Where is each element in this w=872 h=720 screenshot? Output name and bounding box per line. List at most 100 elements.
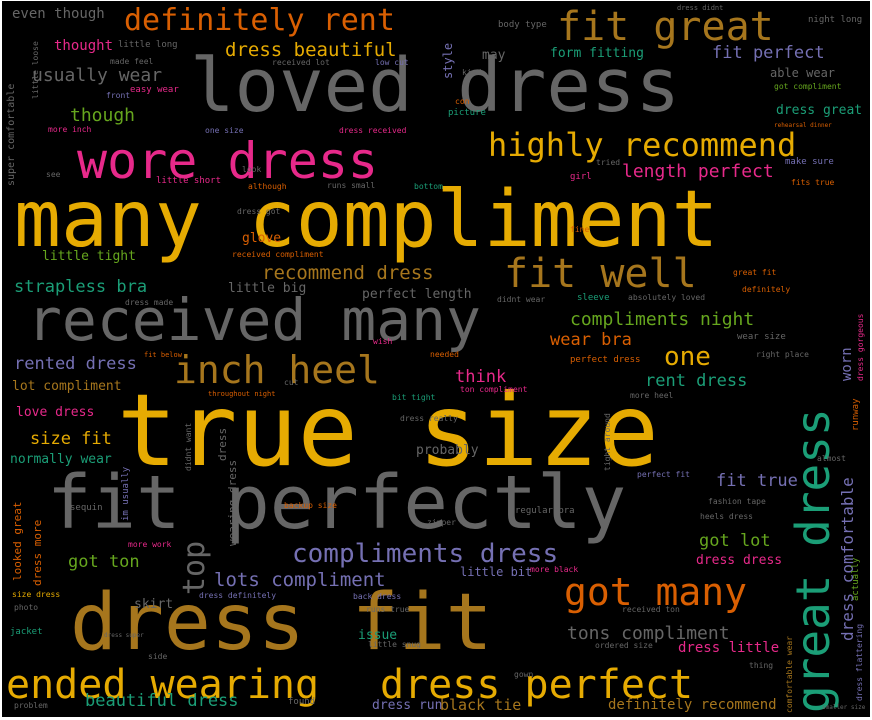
word: wear bra [550, 330, 632, 350]
word: night long [808, 15, 863, 25]
word: super comfortable [6, 83, 17, 186]
word: perfect dress [570, 355, 641, 365]
word: lots compliment [214, 569, 386, 591]
word: loved dress [190, 43, 681, 129]
word: perfect fit [637, 470, 690, 479]
word: recommend dress [262, 262, 434, 284]
word: fine [570, 225, 590, 234]
word: fits true [791, 178, 835, 187]
word: more inch [48, 125, 92, 134]
word: smaller size [822, 704, 866, 711]
word: regular bra [515, 506, 575, 516]
word: runs true [366, 605, 410, 614]
word: love dress [16, 405, 95, 420]
word: one size [205, 126, 244, 135]
word: dress made [125, 298, 174, 307]
word: needed [430, 350, 459, 359]
word: con [455, 97, 470, 106]
word: gown [514, 670, 534, 679]
word: beautiful dress [85, 691, 239, 711]
word: dress got [237, 207, 281, 216]
word: actually [851, 557, 861, 601]
word: little tight [42, 249, 136, 264]
word: easy wear [130, 85, 179, 95]
word: kind [462, 68, 482, 77]
word: didnt wear [497, 295, 546, 304]
word: dress received [339, 126, 407, 135]
word: dress more [31, 519, 44, 586]
word: sleeve [577, 293, 610, 303]
word: definitely [742, 285, 791, 294]
word: glove [242, 231, 282, 246]
word: dress really [400, 414, 458, 423]
word: fit great [557, 4, 774, 50]
word: received compliment [232, 250, 324, 259]
word: didnt want [184, 422, 193, 471]
word: front [106, 91, 131, 100]
word: fit well [504, 251, 697, 297]
word: looked great [11, 501, 24, 581]
word: sequin [70, 503, 103, 513]
word: definitely recommend [608, 697, 777, 713]
word: compliments dress [292, 539, 559, 569]
word: im usually [121, 466, 131, 521]
word: true size [117, 372, 659, 489]
word: bit tight [392, 393, 436, 402]
word: issue [358, 628, 398, 643]
word: cut [284, 378, 299, 387]
word: look [242, 165, 262, 174]
word: fit true [716, 471, 798, 491]
word: able wear [770, 66, 836, 80]
word: great fit [733, 268, 777, 277]
word: style [441, 42, 455, 79]
word: many compliment [14, 175, 719, 265]
word: dress [216, 427, 229, 461]
word: got lot [699, 531, 771, 551]
word: ended wearing [6, 662, 320, 708]
word: dress super [104, 632, 144, 639]
word: body type [498, 20, 547, 30]
word: skirt [134, 597, 174, 612]
word: highly recommend [488, 126, 797, 164]
word: lot compliment [12, 379, 122, 394]
word: ton compliment [460, 385, 528, 394]
word: dress flattering [855, 623, 864, 701]
word: tight around [603, 413, 612, 471]
word: dress dress [696, 553, 783, 568]
word: rent dress [645, 371, 748, 391]
word: rehearsal dinner [774, 122, 832, 129]
word: dress run [372, 698, 443, 713]
word: inch heel [174, 348, 380, 392]
word: dress beautiful [225, 39, 397, 61]
word: may [482, 48, 506, 63]
word: black tie [440, 696, 522, 714]
word: dress didnt [677, 4, 724, 12]
word: girl [570, 172, 592, 182]
word: usually wear [32, 65, 163, 86]
word: form fitting [550, 46, 644, 61]
word: back dress [353, 592, 402, 601]
word: rented dress [14, 354, 137, 374]
word: little long [118, 40, 178, 50]
word: backup size [284, 501, 337, 510]
word: top [177, 540, 212, 595]
word: perfect length [362, 287, 472, 302]
word: received many [27, 286, 481, 354]
word: fit below [144, 351, 182, 359]
word: definitely rent [124, 3, 395, 38]
word: tried [596, 158, 621, 167]
word: photo [14, 603, 39, 612]
word: make sure [785, 157, 834, 167]
word: think [455, 367, 507, 387]
word: problem [14, 701, 48, 710]
word: worn [839, 347, 855, 381]
word: jacket [10, 627, 43, 637]
word: compliments night [570, 309, 755, 330]
word: size dress [12, 590, 61, 599]
word: thought [54, 38, 114, 54]
word: length perfect [622, 161, 774, 182]
word: size fit [30, 429, 112, 449]
word: strapless bra [14, 277, 148, 297]
word: fit perfect [712, 43, 825, 63]
word: one [664, 342, 711, 372]
